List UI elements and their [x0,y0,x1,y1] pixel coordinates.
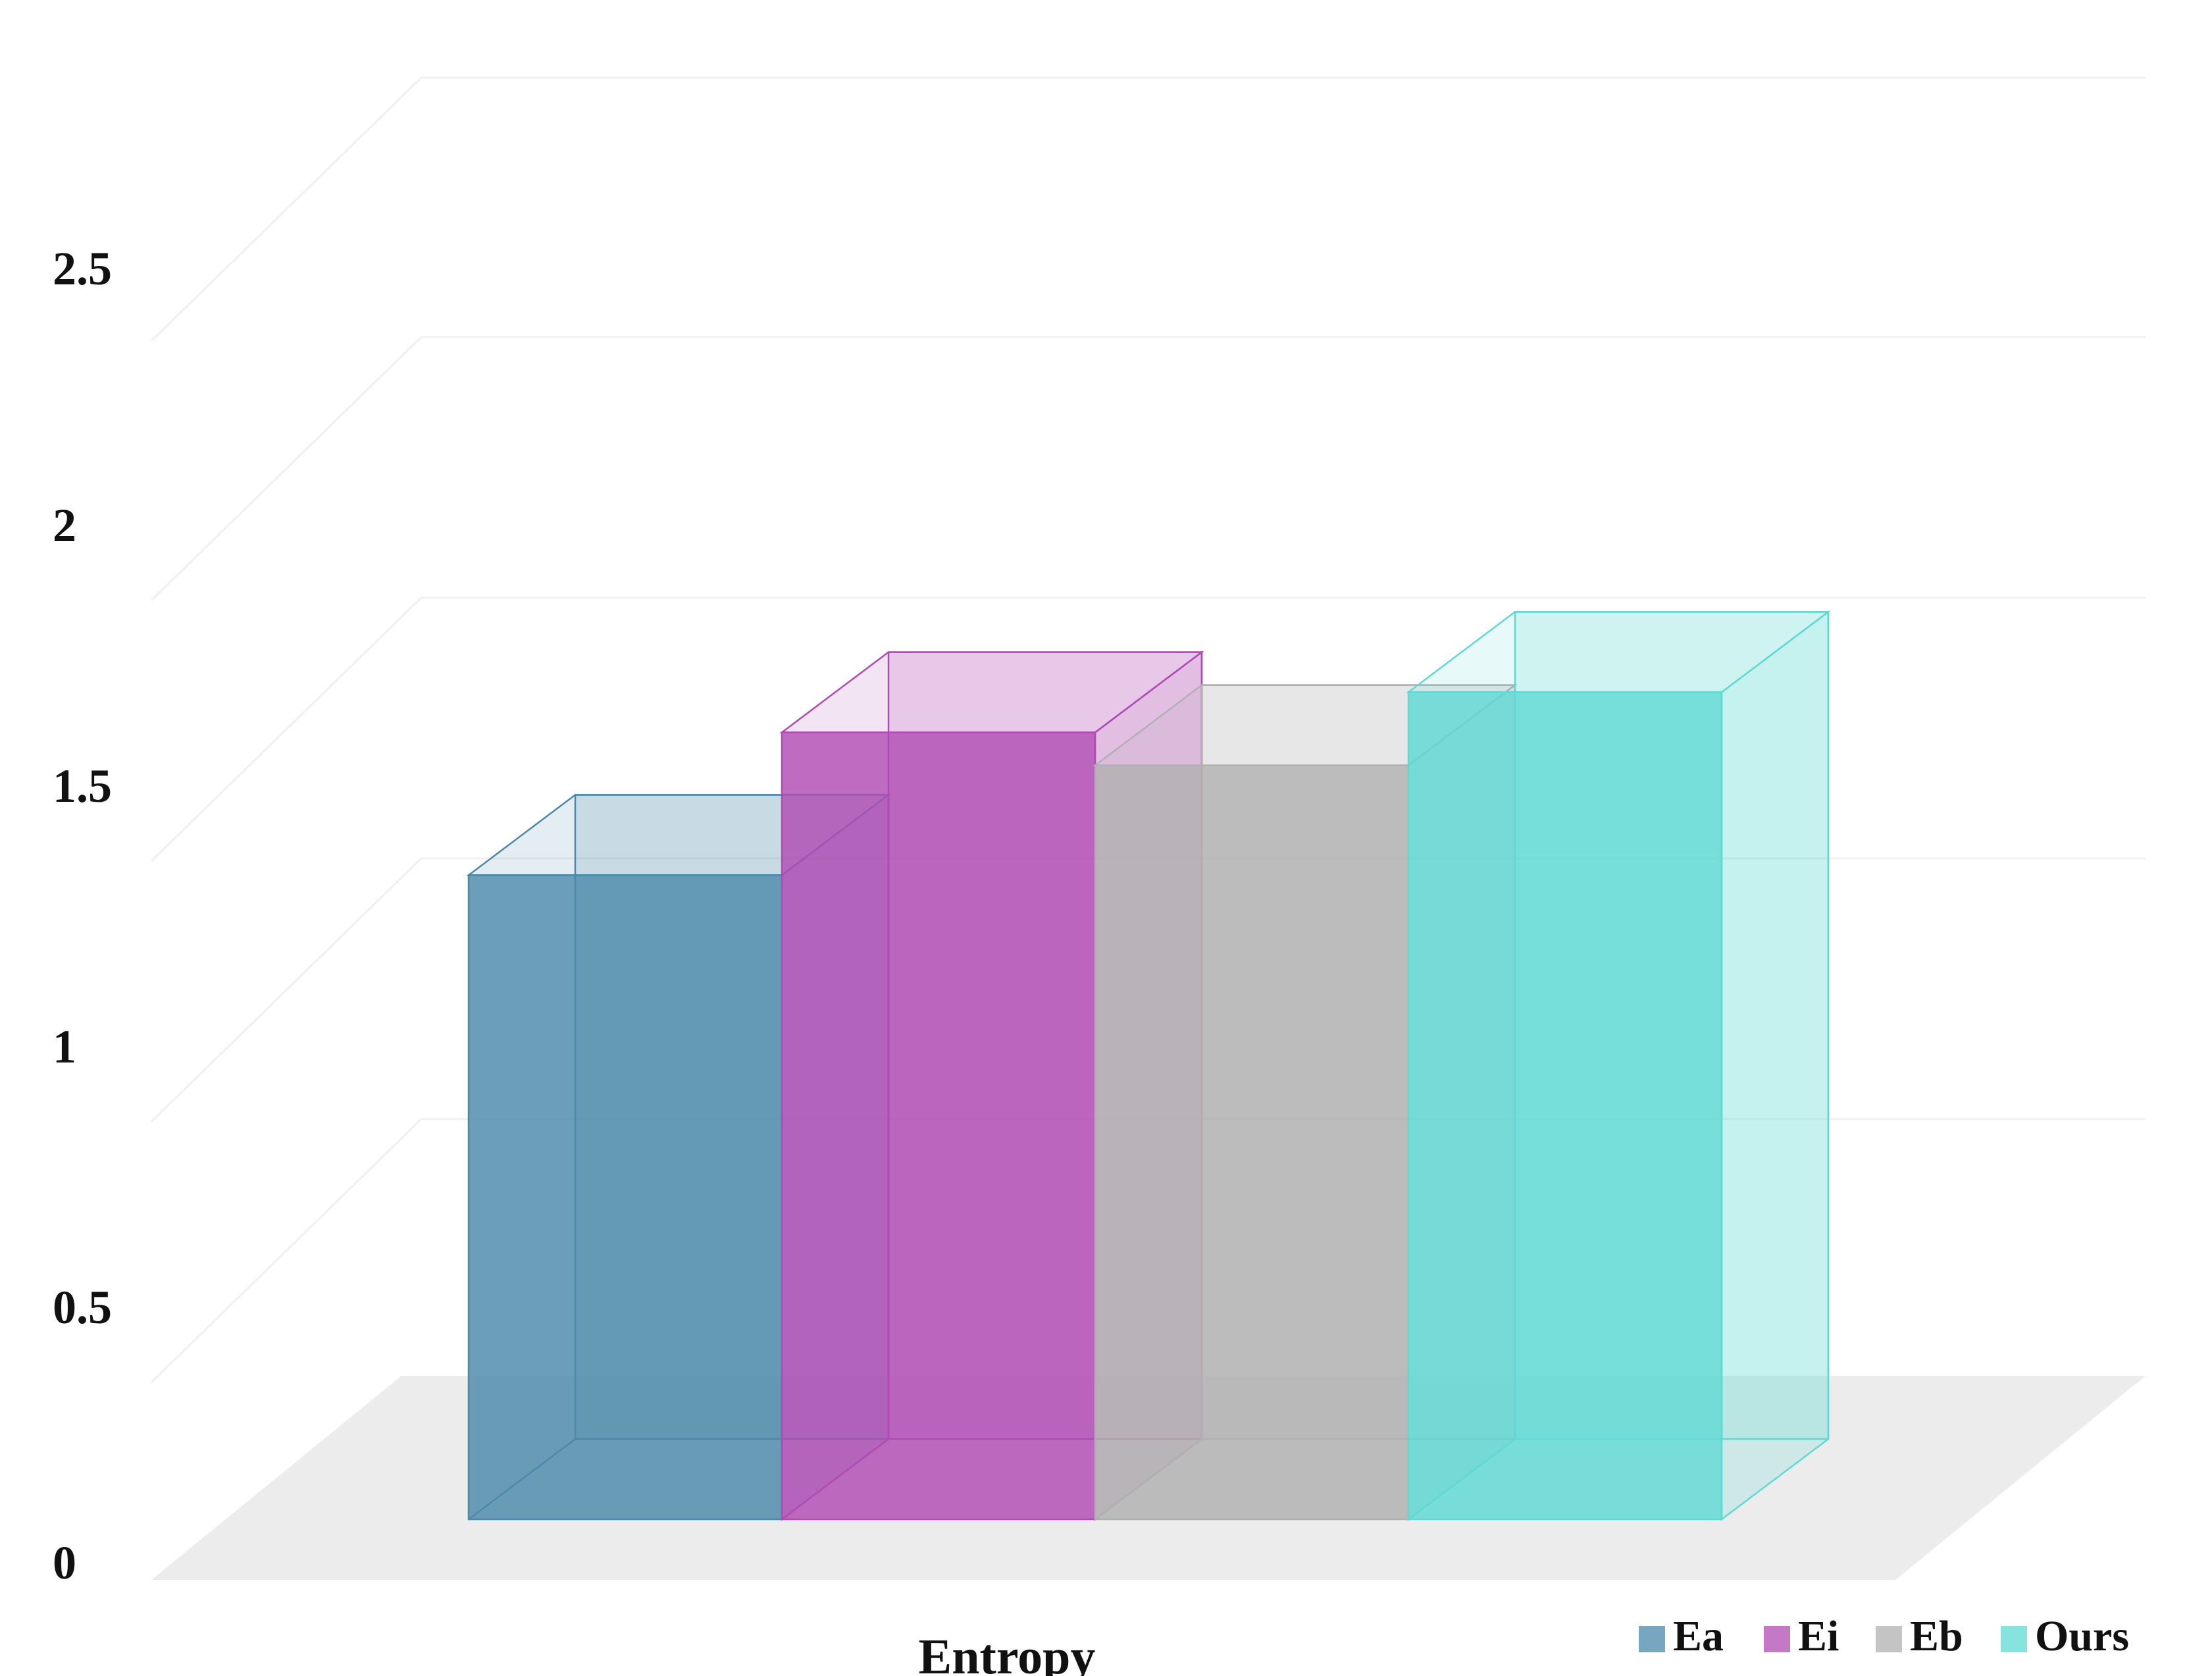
bar-front-eb [1094,764,1410,1521]
legend-label: Ea [1673,1612,1724,1660]
legend-swatch [1639,1626,1665,1652]
legend-swatch [2001,1626,2027,1652]
y-tick-label: 2 [53,499,76,552]
gridline [150,857,423,1123]
bar-front-ours [1407,691,1723,1521]
legend-swatch [1876,1626,1902,1652]
x-axis-title: Entropy [919,1629,1096,1676]
bar-front-ei [781,731,1096,1521]
legend-item-ei: Ei [1764,1612,1839,1660]
y-tick-label: 1.5 [53,760,112,812]
legend-label: Ours [2035,1612,2129,1660]
gridline [150,1118,423,1384]
gridline [150,76,423,342]
y-tick-label: 2.5 [53,242,112,295]
legend-item-ours: Ours [2001,1612,2129,1660]
legend-item-ea: Ea [1639,1612,1724,1660]
gridline [150,336,423,602]
y-axis-ticks: 0 0.5 1 1.5 2 2.5 [53,242,112,1589]
y-tick-label: 1 [53,1020,76,1073]
bar-front-ea [467,874,783,1521]
legend-swatch [1764,1626,1790,1652]
y-tick-label: 0.5 [53,1281,112,1334]
y-tick-label: 0 [53,1536,76,1589]
gridline [150,596,423,862]
bars [466,610,1831,1521]
legend-item-eb: Eb [1876,1612,1963,1660]
legend-label: Ei [1798,1612,1839,1660]
legend: Ea Ei Eb Ours [1639,1612,2129,1660]
bar-ours [1406,610,1831,1521]
legend-label: Eb [1910,1612,1963,1660]
